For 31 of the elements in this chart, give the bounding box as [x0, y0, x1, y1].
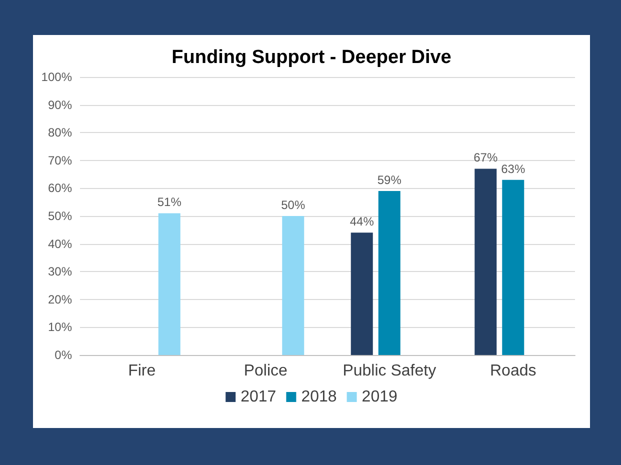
x-tick-label: Fire: [128, 362, 156, 380]
legend-label: 2019: [362, 388, 398, 406]
x-tick-label: Public Safety: [342, 362, 436, 380]
y-tick-label: 40%: [48, 236, 72, 251]
bar: [502, 180, 524, 355]
legend-label: 2017: [240, 388, 276, 406]
data-label: 59%: [377, 172, 402, 187]
data-label: 44%: [350, 214, 374, 229]
bar: [282, 216, 304, 355]
y-tick-label: 90%: [48, 98, 72, 112]
y-tick-label: 50%: [48, 209, 72, 223]
y-tick-label: 0%: [54, 348, 72, 362]
chart-title: Funding Support - Deeper Dive: [172, 47, 452, 68]
data-label: 63%: [501, 162, 526, 176]
bar: [378, 190, 400, 355]
x-tick-label: Roads: [490, 362, 536, 380]
y-tick-label: 30%: [48, 264, 72, 279]
data-label: 50%: [281, 198, 306, 212]
y-tick-label: 70%: [48, 153, 72, 168]
bar: [474, 168, 497, 355]
y-tick-label: 60%: [48, 181, 72, 196]
data-label: 51%: [157, 195, 182, 210]
legend-label: 2018: [301, 388, 337, 406]
y-tick-label: 100%: [41, 70, 72, 84]
bar: [350, 232, 373, 355]
x-tick-label: Police: [244, 362, 288, 380]
bar: [158, 213, 180, 355]
y-tick-label: 80%: [48, 126, 72, 140]
y-tick-label: 20%: [48, 292, 72, 306]
data-label: 67%: [474, 150, 498, 165]
y-tick-label: 10%: [48, 320, 72, 334]
